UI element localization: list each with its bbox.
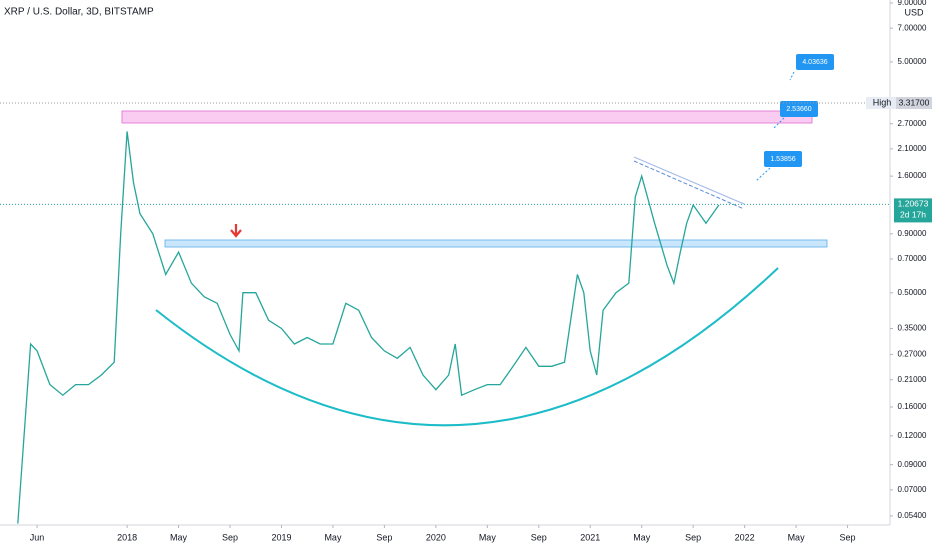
cup-curve <box>155 267 779 427</box>
y-tick-label: 2.10000 <box>898 144 927 153</box>
y-tick-label: 2.70000 <box>898 119 927 128</box>
y-tick-label: 0.50000 <box>898 288 927 297</box>
x-tick-label: 2022 <box>735 532 755 542</box>
x-tick-label: 2020 <box>426 532 446 542</box>
x-tick-label: Sep <box>840 532 856 542</box>
high-tag <box>866 97 896 110</box>
y-tick-label: 0.07000 <box>898 485 927 494</box>
y-tick-label: 0.70000 <box>898 254 927 263</box>
callout <box>796 54 834 70</box>
countdown: 2d 17h <box>900 210 926 220</box>
callout-line <box>789 71 795 81</box>
x-tick-label: Sep <box>222 532 238 542</box>
callout-label: 1.53856 <box>770 156 795 163</box>
callout <box>764 151 802 167</box>
y-tick-label: 5.00000 <box>898 57 927 66</box>
y-tick-label: 1.60000 <box>898 171 927 180</box>
y-tick-label: 0.12000 <box>898 431 927 440</box>
callout-label: 2.53660 <box>786 106 811 113</box>
x-tick-label: May <box>324 532 342 542</box>
x-tick-label: May <box>479 532 497 542</box>
callout-label: 4.03636 <box>802 59 827 66</box>
y-tick-label: 9.00000 <box>898 0 927 7</box>
axis-unit: USD <box>904 7 924 17</box>
price-line-series <box>17 131 720 524</box>
x-tick-label: May <box>788 532 806 542</box>
support-zone <box>164 239 828 248</box>
price-label: 1.20673 <box>898 199 929 209</box>
y-tick-label: 0.09000 <box>898 460 927 469</box>
y-tick-label: 0.27000 <box>898 350 927 359</box>
x-tick-label: Sep <box>531 532 547 542</box>
y-tick-label: 0.05400 <box>898 511 927 520</box>
trend-line <box>633 156 745 205</box>
chart-title: XRP / U.S. Dollar, 3D, BITSTAMP <box>4 7 154 18</box>
x-tick-label: 2018 <box>117 532 137 542</box>
high-label: High <box>873 97 892 107</box>
down-arrow <box>230 224 242 238</box>
y-tick-label: 7.00000 <box>898 23 927 32</box>
price-tag <box>894 198 932 223</box>
x-tick-label: 2019 <box>271 532 291 542</box>
trend-line <box>633 160 745 210</box>
y-tick-label: 0.35000 <box>898 324 927 333</box>
resistance-zone <box>121 110 813 124</box>
x-tick-label: May <box>170 532 188 542</box>
x-tick-label: May <box>633 532 651 542</box>
y-tick-label: 0.21000 <box>898 375 927 384</box>
x-tick-label: Jun <box>30 532 45 542</box>
callout <box>780 101 818 117</box>
high-price-tag <box>896 97 932 110</box>
y-tick-label: 0.90000 <box>898 229 927 238</box>
high-price: 3.31700 <box>899 97 930 107</box>
y-tick-label: 0.16000 <box>898 402 927 411</box>
x-tick-label: 2021 <box>580 532 600 542</box>
x-tick-label: Sep <box>685 532 701 542</box>
x-tick-label: Sep <box>376 532 392 542</box>
callout-line <box>755 167 771 182</box>
